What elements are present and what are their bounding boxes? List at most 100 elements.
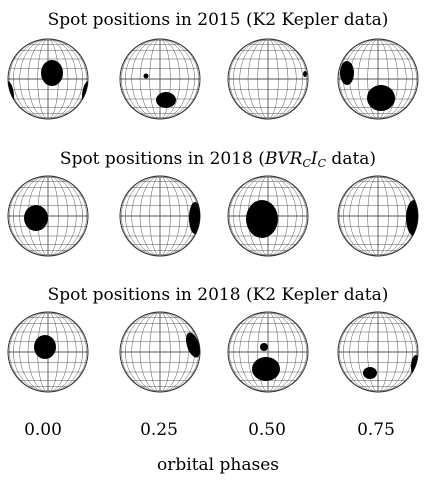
star-2018-k2-phase-3: [337, 311, 419, 393]
star-2018-k2-phase-2: [227, 311, 309, 393]
starspot: [246, 200, 278, 238]
starspot: [143, 73, 149, 79]
sphere-outline: [7, 311, 89, 393]
longitude-line: [131, 38, 161, 120]
longitude-line: [357, 311, 379, 393]
longitude-line: [27, 38, 49, 120]
band-r: R: [289, 149, 303, 169]
longitude-line: [267, 175, 297, 257]
row-title-2018-bvri-suffix: data): [326, 149, 377, 169]
starspot: [340, 61, 354, 85]
longitude-line: [377, 38, 407, 120]
row-title-2015-k2: Spot positions in 2015 (K2 Kepler data): [47, 10, 389, 30]
starspot: [252, 357, 280, 381]
longitude-line: [247, 38, 269, 120]
phase-label-2: 0.50: [248, 420, 286, 440]
band-v: V: [277, 149, 290, 169]
longitude-line: [131, 311, 161, 393]
star-2018-k2-phase-0: [7, 311, 89, 393]
longitude-line: [139, 311, 161, 393]
starspot: [189, 202, 200, 234]
longitude-line: [13, 311, 49, 393]
star-2018-bvri-phase-1: [119, 175, 201, 257]
starspot: [24, 205, 48, 231]
longitude-line: [131, 175, 161, 257]
longitude-line: [19, 38, 49, 120]
longitude-line: [47, 311, 83, 393]
longitude-line: [349, 175, 379, 257]
longitude-line: [377, 175, 399, 257]
longitude-line: [47, 311, 77, 393]
longitude-line: [367, 175, 379, 257]
row-title-2018-k2: Spot positions in 2018 (K2 Kepler data): [47, 285, 389, 305]
longitude-line: [47, 311, 59, 393]
sphere-grid: [227, 38, 309, 120]
star-2015-phase-3: [337, 38, 419, 120]
longitude-line: [125, 175, 161, 257]
starspot: [186, 332, 200, 358]
longitude-line: [267, 175, 279, 257]
longitude-line: [47, 38, 69, 120]
longitude-line: [377, 311, 399, 393]
longitude-line: [367, 311, 379, 393]
longitude-line: [47, 38, 83, 120]
longitude-line: [377, 311, 407, 393]
sphere-grid: [119, 175, 201, 257]
starspot: [411, 355, 418, 379]
longitude-line: [47, 175, 83, 257]
longitude-line: [37, 38, 49, 120]
starspot: [303, 71, 307, 77]
longitude-line: [159, 38, 181, 120]
sphere-grid: [119, 311, 201, 393]
star-2015-phase-1: [119, 38, 201, 120]
longitude-line: [19, 175, 49, 257]
longitude-line: [349, 311, 379, 393]
longitude-line: [159, 175, 189, 257]
longitude-line: [159, 311, 181, 393]
sphere-outline: [227, 311, 309, 393]
starspot: [367, 85, 395, 111]
longitude-line: [267, 311, 297, 393]
star-2018-bvri-phase-2: [227, 175, 309, 257]
sphere-outline: [227, 38, 309, 120]
starspot: [260, 343, 268, 351]
sphere-outline: [119, 38, 201, 120]
band-i: I: [310, 149, 318, 169]
sphere-outline: [119, 311, 201, 393]
starspot: [156, 92, 176, 108]
sphere-outline: [7, 175, 89, 257]
longitude-line: [159, 175, 181, 257]
starspot: [363, 367, 377, 379]
longitude-line: [247, 311, 269, 393]
star-2018-k2-phase-1: [119, 311, 201, 393]
longitude-line: [377, 311, 389, 393]
sphere-outline: [7, 38, 89, 120]
longitude-line: [343, 311, 379, 393]
longitude-line: [267, 175, 303, 257]
star-2015-phase-0: [7, 38, 89, 120]
star-2018-bvri-phase-3: [337, 175, 419, 257]
longitude-line: [267, 311, 303, 393]
longitude-line: [257, 38, 269, 120]
sphere-outline: [337, 311, 419, 393]
longitude-line: [377, 38, 389, 120]
longitude-line: [267, 38, 289, 120]
band-b: B: [264, 149, 278, 169]
longitude-line: [125, 38, 161, 120]
longitude-line: [239, 175, 269, 257]
longitude-line: [159, 175, 171, 257]
longitude-line: [159, 38, 189, 120]
longitude-line: [19, 311, 49, 393]
longitude-line: [343, 175, 379, 257]
longitude-line: [149, 38, 161, 120]
band-i-subscript: C: [317, 157, 327, 170]
longitude-line: [377, 311, 413, 393]
sphere-grid: [337, 311, 419, 393]
sphere-grid: [7, 175, 89, 257]
longitude-line: [377, 175, 389, 257]
longitude-line: [47, 175, 59, 257]
longitude-line: [125, 311, 161, 393]
longitude-line: [267, 311, 289, 393]
longitude-line: [233, 311, 269, 393]
